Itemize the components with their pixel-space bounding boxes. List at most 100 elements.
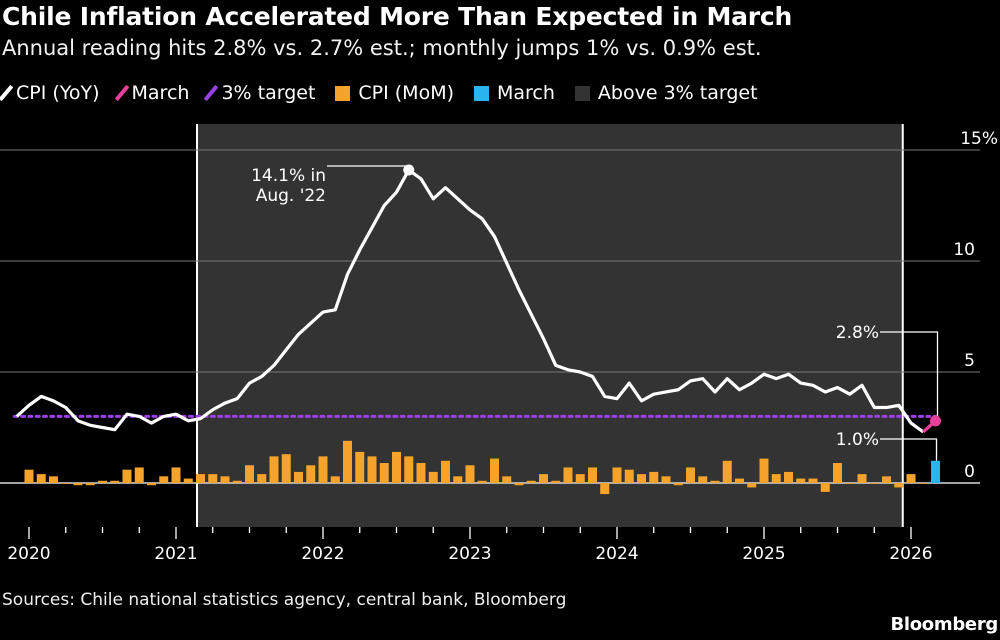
legend-item-target: 3% target xyxy=(204,82,316,104)
bar-mom xyxy=(735,478,744,483)
bar-mom xyxy=(906,474,916,483)
x-tick-label: 2020 xyxy=(7,544,50,564)
bar-mom xyxy=(771,474,781,483)
bar-mom xyxy=(85,483,95,486)
legend-label: March xyxy=(497,82,555,104)
bar-mom xyxy=(134,467,144,483)
bar-mom xyxy=(24,469,34,483)
bar-mom xyxy=(306,465,316,483)
bar-mom xyxy=(686,467,695,483)
bar-mom xyxy=(428,471,438,483)
bar-mom xyxy=(820,483,830,492)
legend-item-cpi-yoy: CPI (YoY) xyxy=(0,82,100,104)
bar-mom xyxy=(49,476,58,483)
bar-mom xyxy=(281,454,291,483)
bar-mom xyxy=(465,465,475,483)
bar-mom xyxy=(477,480,487,483)
bar-mom xyxy=(514,483,524,486)
x-tick-label: 2024 xyxy=(595,544,638,564)
bar-mom xyxy=(416,463,426,483)
bar-mom xyxy=(882,476,891,483)
bar-mom xyxy=(404,456,414,483)
legend-item-cpi-mom: CPI (MoM) xyxy=(335,82,454,104)
legend-item-march-mom: March xyxy=(474,82,555,104)
bar-mom xyxy=(796,478,806,483)
bar-mom xyxy=(526,480,536,483)
bar-mom xyxy=(453,476,463,483)
annotation-leader-mom xyxy=(880,438,938,461)
x-tick-label: 2022 xyxy=(301,544,344,564)
annotation-peak-line2: Aug. '22 xyxy=(256,186,326,206)
bar-mom xyxy=(122,469,132,483)
bar-mom xyxy=(833,463,842,483)
chart-title: Chile Inflation Accelerated More Than Ex… xyxy=(2,2,793,31)
bar-mom xyxy=(575,474,585,483)
point-peak xyxy=(403,164,415,176)
bar-mom xyxy=(294,471,303,483)
bar-mom xyxy=(759,458,769,483)
legend-swatch-icon xyxy=(335,85,351,101)
bar-mom xyxy=(490,458,499,483)
legend-label: 3% target xyxy=(221,82,316,104)
source-note: Sources: Chile national statistics agenc… xyxy=(2,590,567,610)
bar-mom xyxy=(698,476,708,483)
bar-mom xyxy=(637,474,646,483)
bar-mom xyxy=(245,465,254,483)
annotation-leader-yoy xyxy=(880,331,939,416)
bar-mom xyxy=(441,460,450,483)
bar-mom xyxy=(722,460,732,483)
bar-mom xyxy=(98,480,107,483)
bar-mom xyxy=(232,480,242,483)
bar-mom xyxy=(784,471,793,483)
point-march-yoy xyxy=(930,415,941,427)
bar-mom xyxy=(588,467,597,483)
bar-mom xyxy=(551,480,561,483)
bar-mom xyxy=(36,474,46,483)
bar-mom xyxy=(612,467,622,483)
x-tick-label: 2023 xyxy=(448,544,491,564)
bar-mom xyxy=(379,463,389,483)
bar-mom xyxy=(269,456,279,483)
bar-mom xyxy=(330,476,340,483)
annotation-mom-latest: 1.0% xyxy=(836,430,879,450)
bar-mom xyxy=(649,471,659,483)
y-tick-label: 15% xyxy=(960,129,998,149)
bar-mom xyxy=(367,456,377,483)
bar-mom xyxy=(147,483,156,486)
bar-mom xyxy=(563,467,573,483)
bar-mom xyxy=(624,469,634,483)
bar-mom xyxy=(539,474,548,483)
bar-mom xyxy=(600,483,610,495)
legend-label: March xyxy=(131,82,190,104)
bar-mom xyxy=(869,483,879,484)
shaded-above-target-region xyxy=(197,124,903,527)
bar-mom xyxy=(196,474,205,483)
legend: CPI (YoY) March 3% target CPI (MoM) Marc… xyxy=(0,82,758,104)
bar-mom xyxy=(110,480,120,483)
bar-mom xyxy=(918,483,928,484)
legend-item-march-yoy: March xyxy=(114,82,190,104)
bar-mom xyxy=(747,483,757,488)
y-tick-label: 10 xyxy=(953,240,975,260)
bar-mom xyxy=(343,440,352,483)
chart-subtitle: Annual reading hits 2.8% vs. 2.7% est.; … xyxy=(2,36,762,60)
line-cpi-yoy xyxy=(15,168,925,434)
legend-label: CPI (MoM) xyxy=(358,82,454,104)
legend-item-above-target: Above 3% target xyxy=(574,82,758,104)
bar-mom xyxy=(661,476,671,483)
bar-mom xyxy=(502,476,512,483)
x-tick-label: 2025 xyxy=(742,544,785,564)
y-tick-label: 5 xyxy=(964,351,975,371)
x-tick-label: 2021 xyxy=(154,544,197,564)
legend-label: Above 3% target xyxy=(597,82,758,104)
bloomberg-logo: Bloomberg xyxy=(890,614,998,635)
x-tick-label: 2026 xyxy=(889,544,932,564)
bar-mom xyxy=(220,476,230,483)
legend-swatch-icon xyxy=(474,85,489,101)
bar-mom xyxy=(355,451,365,483)
bar-mom xyxy=(318,456,328,483)
bar-mom xyxy=(392,451,401,483)
bar-mom xyxy=(73,483,83,486)
bar-mom xyxy=(183,478,193,483)
